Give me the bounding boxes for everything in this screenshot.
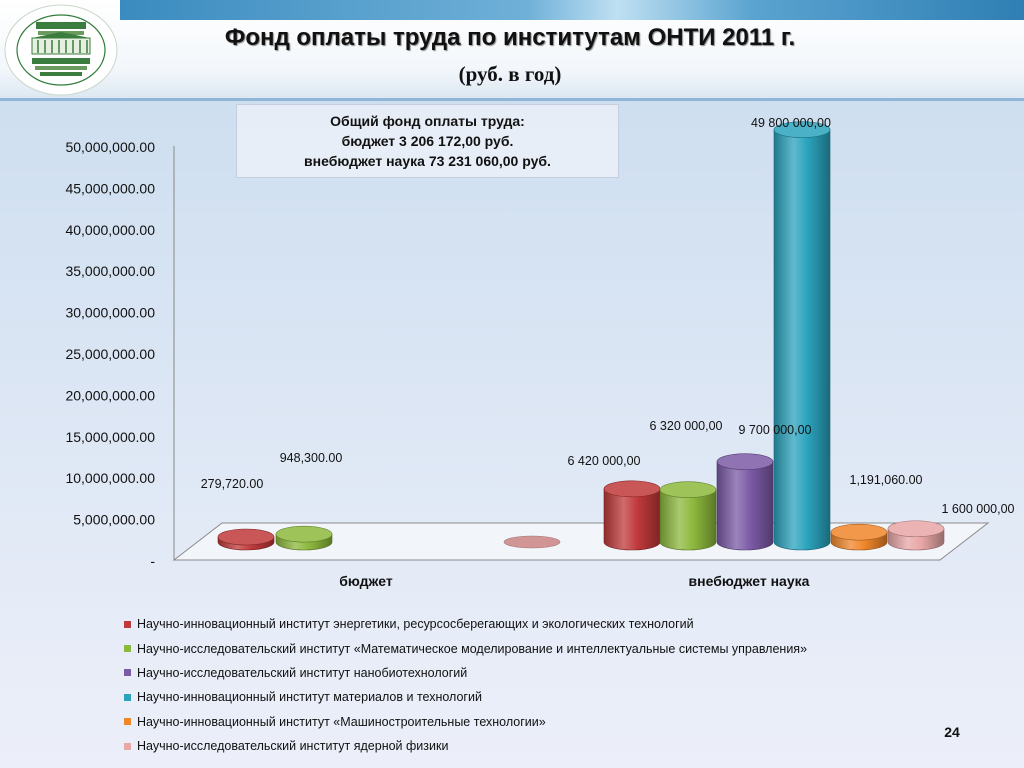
page-number: 24: [944, 724, 960, 740]
x-category-label: внебюджет наука: [689, 573, 810, 589]
x-category-label: бюджет: [339, 573, 393, 589]
data-label: 1,191,060.00: [850, 473, 923, 487]
y-tick-label: 20,000,000.00: [65, 387, 155, 403]
legend-swatch: [124, 693, 131, 701]
legend-label: Научно-инновационный институт материалов…: [137, 690, 482, 705]
legend-item: Научно-исследовательский институт ядерно…: [124, 734, 1004, 758]
total-fund-heading: Общий фонд оплаты труда:: [330, 113, 525, 129]
bar-1-0: [603, 480, 661, 551]
data-label: 6 420 000,00: [568, 454, 641, 468]
y-tick-label: 25,000,000.00: [65, 346, 155, 362]
page-subtitle: (руб. в год): [458, 62, 562, 86]
bar-1-3: [773, 121, 831, 551]
budget-total: бюджет 3 206 172,00 руб.: [341, 133, 514, 149]
y-tick-label: 30,000,000.00: [65, 305, 155, 321]
bar-0-0: [217, 528, 275, 551]
data-label: 1 600 000,00: [942, 502, 1015, 516]
data-label: 9 700 000,00: [739, 423, 812, 437]
bar-1-1: [659, 481, 717, 551]
legend-item: Научно-инновационный институт «Машиностр…: [124, 710, 1004, 734]
legend-label: Научно-исследовательский институт наноби…: [137, 665, 468, 680]
y-tick-label: 10,000,000.00: [65, 470, 155, 486]
header-stripe: [120, 0, 1024, 20]
salary-fund-chart: - 5,000,000.00 10,000,000.00 15,000,000.00 2…: [65, 116, 1015, 589]
legend-item: Научно-инновационный институт энергетики…: [124, 612, 1004, 636]
legend-swatch: [124, 742, 131, 750]
y-tick-label: 15,000,000.00: [65, 429, 155, 445]
bar-1-4: [830, 523, 888, 551]
y-tick-label: 40,000,000.00: [65, 222, 155, 238]
legend-label: Научно-инновационный институт энергетики…: [137, 617, 694, 632]
bar-1-2: [716, 453, 774, 551]
legend-swatch: [124, 718, 131, 726]
university-emblem-icon: [4, 4, 118, 96]
data-label: 948,300.00: [280, 451, 343, 465]
bar-1-5: [887, 520, 945, 551]
legend-label: Научно-исследовательский институт ядерно…: [137, 739, 449, 754]
legend-swatch: [124, 669, 131, 677]
extrabudget-total: внебюджет наука 73 231 060,00 руб.: [304, 153, 551, 169]
legend-item: Научно-исследовательский институт наноби…: [124, 661, 1004, 685]
legend-swatch: [124, 620, 131, 628]
data-label: 49 800 000,00: [751, 116, 831, 130]
y-tick-label: 35,000,000.00: [65, 263, 155, 279]
y-tick-label: 45,000,000.00: [65, 180, 155, 196]
y-tick-label: 50,000,000.00: [65, 139, 155, 155]
data-label: 6 320 000,00: [650, 419, 723, 433]
legend-swatch: [124, 645, 131, 653]
legend-label: Научно-исследовательский институт «Матем…: [137, 641, 808, 656]
data-label: 279,720.00: [201, 477, 264, 491]
slide-header: Фонд оплаты труда по институтам ОНТИ 201…: [0, 0, 1024, 101]
legend-item: Научно-исследовательский институт «Матем…: [124, 636, 1004, 660]
bar-0-1: [275, 525, 333, 551]
y-tick-label: 5,000,000.00: [73, 512, 155, 528]
bar-0-5: [503, 535, 561, 549]
page-title: Фонд оплаты труда по институтам ОНТИ 201…: [224, 24, 796, 51]
legend-label: Научно-инновационный институт «Машиностр…: [137, 714, 546, 729]
legend-item: Научно-инновационный институт материалов…: [124, 685, 1004, 709]
total-fund-box: Общий фонд оплаты труда: бюджет 3 206 17…: [236, 104, 619, 178]
chart-legend: Научно-инновационный институт энергетики…: [124, 612, 1004, 758]
y-tick-label: -: [150, 553, 155, 569]
